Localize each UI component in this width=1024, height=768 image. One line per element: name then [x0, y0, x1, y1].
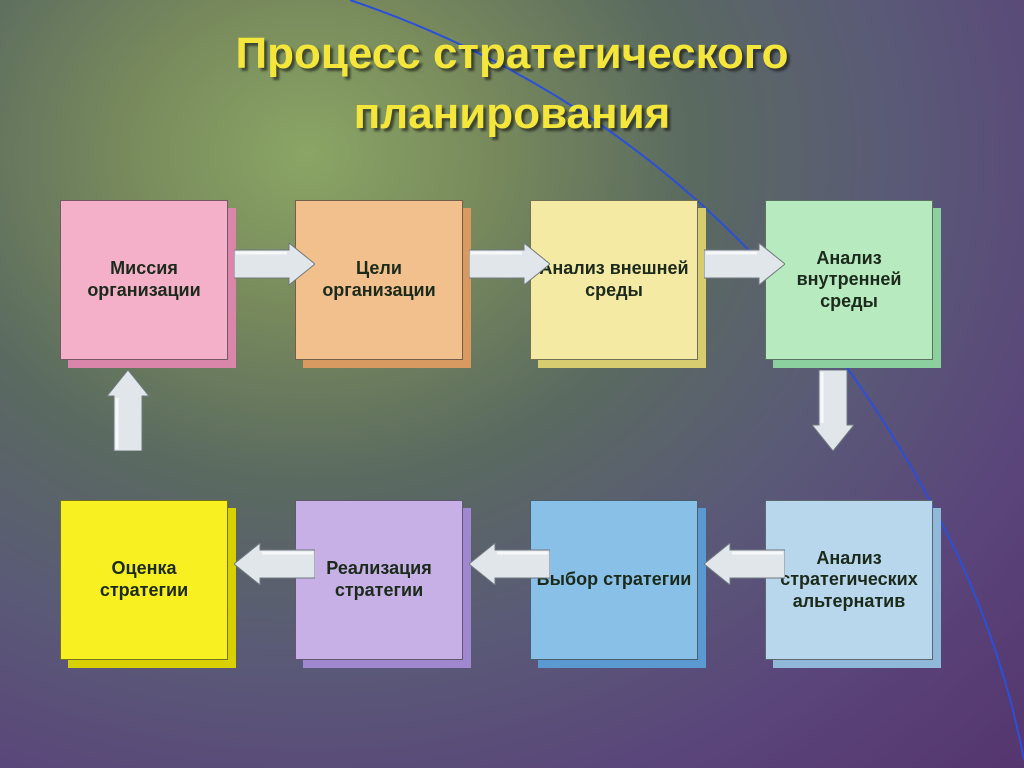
flow-arrow-n7-n8 [234, 543, 315, 590]
flow-node-label: Цели организации [301, 258, 457, 301]
flow-node-label: Миссия организации [66, 258, 222, 301]
flow-node-n5: Анализ стратегических альтернатив [765, 500, 933, 660]
flow-node-label: Оценка стратегии [66, 558, 222, 601]
flow-node-label: Анализ внешней среды [536, 258, 692, 301]
flow-arrow-n5-n6 [704, 543, 785, 590]
flow-node-label: Реализация стратегии [301, 558, 457, 601]
flow-node-label: Анализ внутренней среды [771, 248, 927, 313]
flow-arrow-n1-n2 [234, 243, 315, 290]
flow-node-n4: Анализ внутренней среды [765, 200, 933, 360]
flow-arrow-n8-n1 [107, 370, 149, 456]
flow-arrow-n2-n3 [469, 243, 550, 290]
flow-node-n6: Выбор стратегии [530, 500, 698, 660]
title-line-1: Процесс стратегического [0, 26, 1024, 81]
flow-arrow-n3-n4 [704, 243, 785, 290]
flow-node-n2: Цели организации [295, 200, 463, 360]
flow-node-n7: Реализация стратегии [295, 500, 463, 660]
flow-node-label: Выбор стратегии [537, 569, 692, 591]
flow-node-label: Анализ стратегических альтернатив [771, 548, 927, 613]
title-line-2: планирования [0, 86, 1024, 141]
flow-node-n8: Оценка стратегии [60, 500, 228, 660]
flow-node-n3: Анализ внешней среды [530, 200, 698, 360]
flow-arrow-n6-n7 [469, 543, 550, 590]
flow-arrow-n4-n5 [812, 370, 854, 456]
flow-node-n1: Миссия организации [60, 200, 228, 360]
